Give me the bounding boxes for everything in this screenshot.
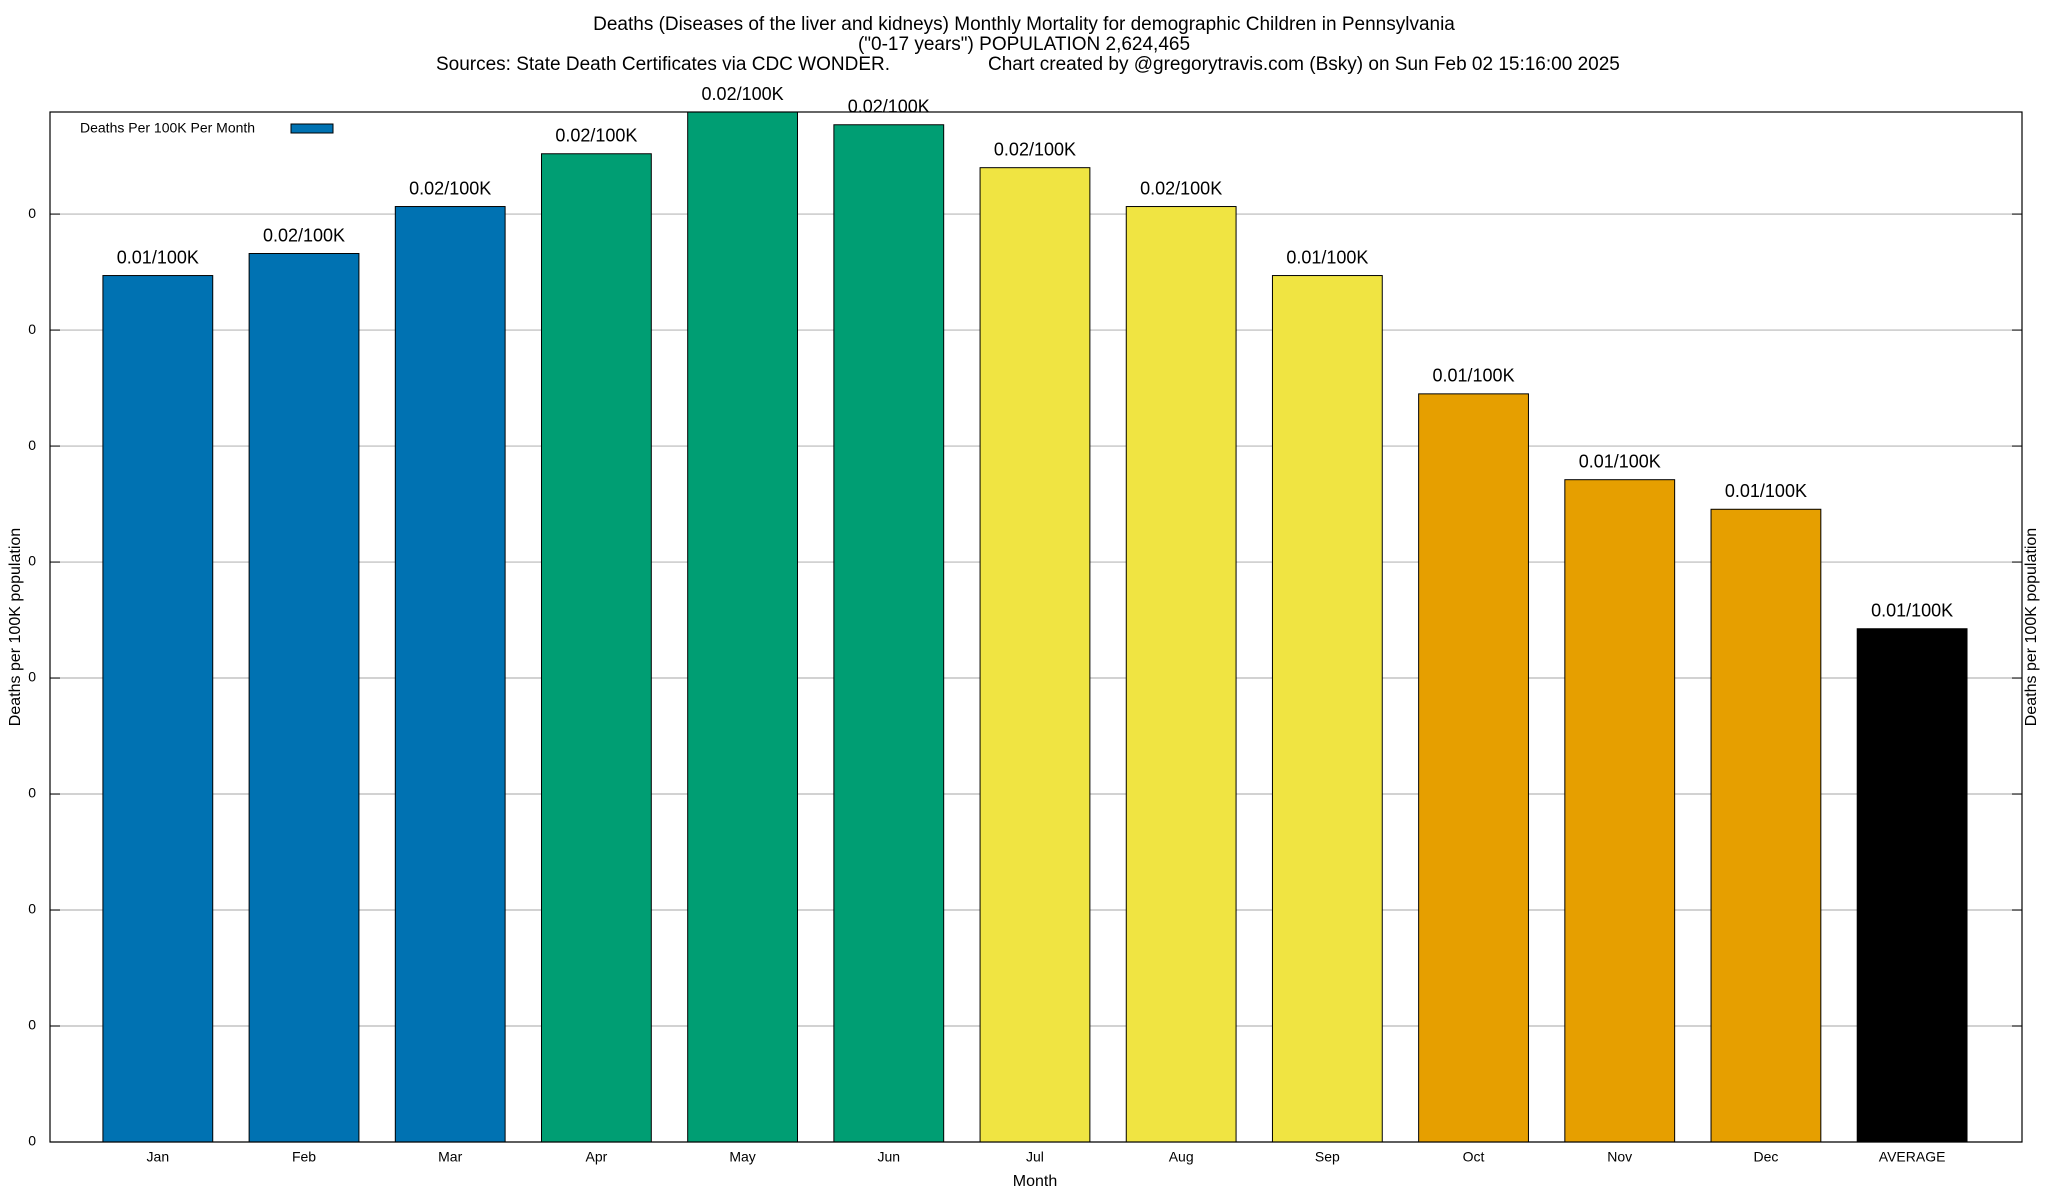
value-label: 0.01/100K	[1286, 247, 1368, 267]
y2-axis-label: Deaths per 100K population	[2023, 528, 2040, 726]
bar	[540, 153, 652, 1143]
plot-frame	[49, 111, 2023, 1143]
x-tick-label: Apr	[586, 1149, 608, 1165]
bar	[1271, 275, 1383, 1143]
value-label: 0.02/100K	[555, 126, 637, 146]
bar	[687, 111, 798, 1143]
value-label: 0.02/100K	[409, 178, 491, 198]
y-tick-label: 0	[28, 901, 36, 917]
value-label: 0.02/100K	[702, 84, 784, 104]
x-tick-label: Aug	[1169, 1149, 1194, 1165]
bar	[979, 167, 1091, 1143]
value-label: 0.02/100K	[263, 225, 345, 245]
x-tick-label: Jul	[1026, 1149, 1044, 1165]
value-label: 0.02/100K	[848, 97, 930, 117]
chart-subtitle: ("0-17 years") POPULATION 2,624,465	[858, 34, 1190, 55]
value-label: 0.01/100K	[1433, 366, 1515, 386]
bar	[248, 253, 360, 1143]
x-tick-label: Nov	[1607, 1149, 1632, 1165]
x-tick-label: Jun	[877, 1149, 900, 1165]
bar	[833, 124, 945, 1143]
x-tick-label: Jan	[147, 1149, 170, 1165]
x-tick-label: Feb	[292, 1149, 316, 1165]
value-label: 0.02/100K	[994, 139, 1076, 159]
bar	[1418, 393, 1529, 1143]
sources: Sources: State Death Certificates via CD…	[436, 54, 890, 75]
value-label: 0.01/100K	[1579, 451, 1661, 471]
value-label: 0.01/100K	[1871, 600, 1953, 620]
y-tick-label: 0	[28, 205, 36, 221]
y-tick-label: 0	[28, 1017, 36, 1033]
legend-label: Deaths Per 100K Per Month	[80, 120, 255, 136]
bar	[1856, 628, 1968, 1143]
legend-swatch	[290, 123, 334, 134]
bar	[394, 206, 506, 1143]
credit: Chart created by @gregorytravis.com (Bsk…	[988, 54, 1620, 75]
y-tick-label: 0	[28, 437, 36, 453]
x-tick-label: Oct	[1463, 1149, 1485, 1165]
value-label: 0.01/100K	[117, 247, 199, 267]
bar	[102, 275, 214, 1143]
value-label: 0.01/100K	[1725, 481, 1807, 501]
y-tick-label: 0	[28, 1133, 36, 1149]
bar	[1564, 479, 1676, 1143]
y-tick-label: 0	[28, 553, 36, 569]
y-tick-label: 0	[28, 785, 36, 801]
x-axis-label: Month	[1013, 1173, 1057, 1190]
value-label: 0.02/100K	[1140, 178, 1222, 198]
x-tick-label: Sep	[1315, 1149, 1340, 1165]
y-axis-label: Deaths per 100K population	[7, 528, 24, 726]
bar	[1710, 508, 1822, 1143]
bar	[1125, 206, 1237, 1143]
y-tick-label: 0	[28, 669, 36, 685]
x-tick-label: Mar	[438, 1149, 462, 1165]
x-tick-label: May	[729, 1149, 755, 1165]
y-tick-label: 0	[28, 321, 36, 337]
chart-title: Deaths (Diseases of the liver and kidney…	[593, 14, 1455, 35]
x-tick-label: AVERAGE	[1879, 1149, 1946, 1165]
x-tick-label: Dec	[1753, 1149, 1778, 1165]
